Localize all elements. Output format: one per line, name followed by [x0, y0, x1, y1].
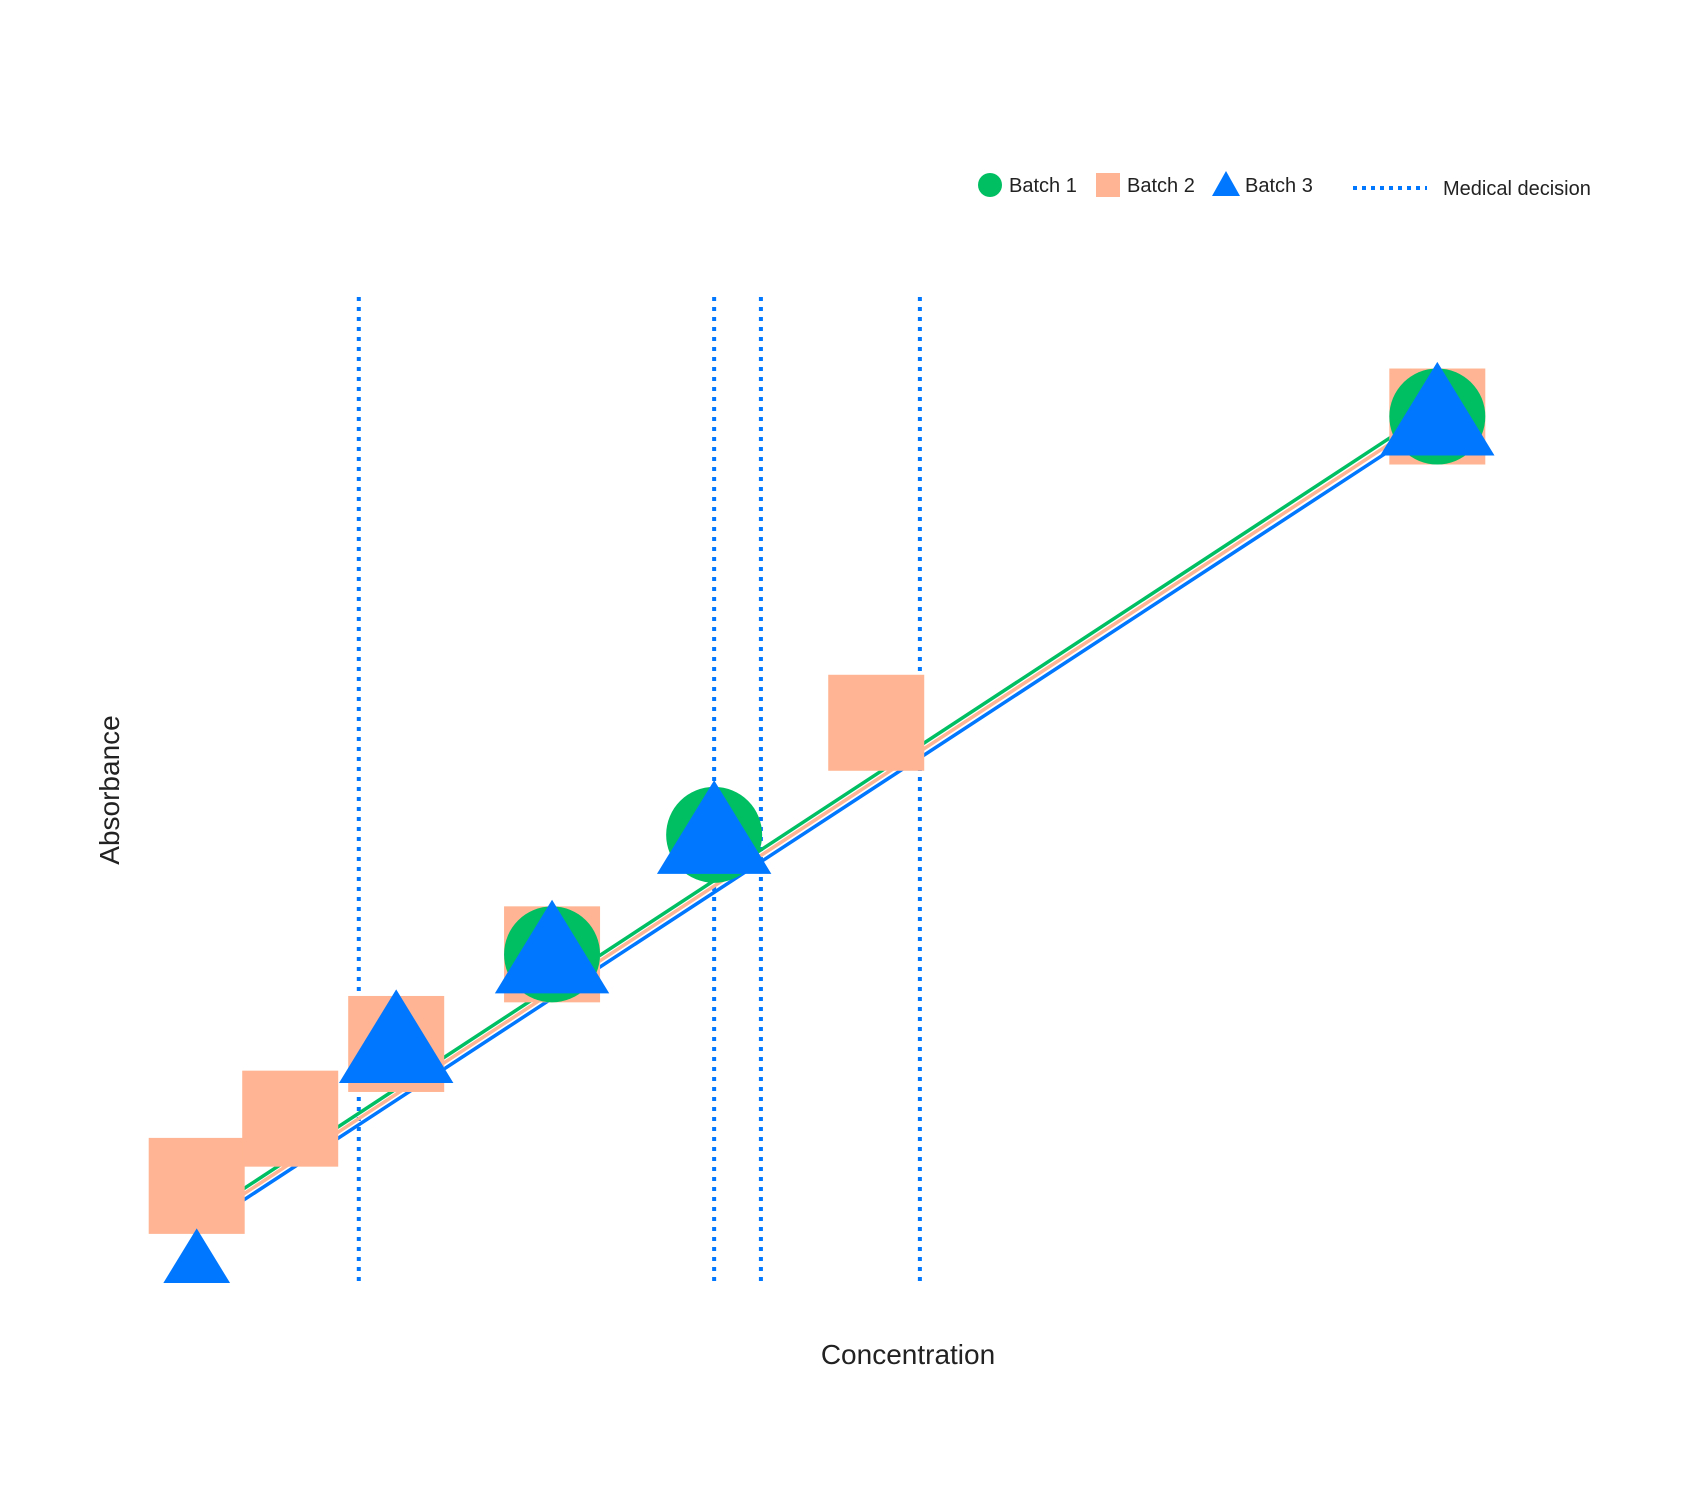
- legend-label-batch-1: Batch 1: [1009, 175, 1077, 197]
- point-batch-2-5: [828, 674, 925, 771]
- point-batch-3-2: [338, 989, 454, 1083]
- point-batch-2-1: [148, 1137, 245, 1234]
- point-batch-3-1: [163, 1228, 231, 1283]
- legend: Batch 1 Batch 2 Batch 3 Medical decision: [978, 171, 1591, 200]
- y-axis-title: Absorbance: [94, 715, 125, 864]
- legend-item-medical-decision: Medical decision: [1353, 178, 1591, 200]
- legend-label-batch-3: Batch 3: [1245, 175, 1313, 197]
- legend-item-batch-3: Batch 3: [1212, 171, 1313, 197]
- point-batch-3-5: [1380, 361, 1495, 456]
- reference-lines-group: [356, 297, 922, 1283]
- fit-line-batch-3: [194, 417, 1440, 1233]
- legend-item-batch-1: Batch 1: [978, 173, 1077, 197]
- data-points-group: [148, 361, 1495, 1283]
- point-batch-3-3: [494, 899, 610, 994]
- point-batch-2-2: [242, 1070, 339, 1167]
- legend-item-batch-2: Batch 2: [1096, 173, 1195, 197]
- legend-swatch-batch-3: [1212, 171, 1240, 196]
- fit-lines-group: [194, 405, 1440, 1233]
- x-axis-title: Concentration: [821, 1339, 995, 1370]
- point-batch-3-4: [656, 780, 772, 874]
- legend-swatch-batch-2: [1096, 173, 1120, 197]
- legend-label-batch-2: Batch 2: [1127, 175, 1195, 197]
- fit-line-batch-1: [194, 405, 1440, 1222]
- legend-label-medical-decision: Medical decision: [1443, 178, 1591, 200]
- fit-line-batch-2: [194, 411, 1440, 1227]
- legend-swatch-batch-1: [978, 173, 1002, 197]
